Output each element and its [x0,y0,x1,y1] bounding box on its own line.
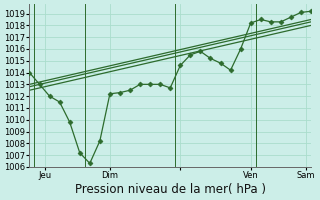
X-axis label: Pression niveau de la mer( hPa ): Pression niveau de la mer( hPa ) [75,183,266,196]
